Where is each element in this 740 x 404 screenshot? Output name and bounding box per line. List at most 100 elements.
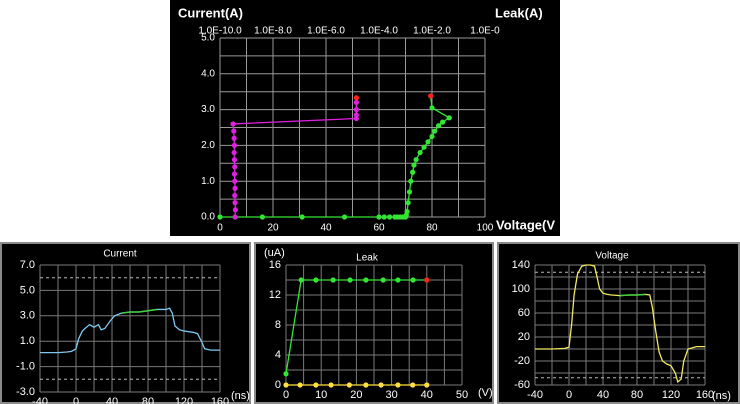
- data-point: [429, 133, 435, 140]
- panel-current: [0, 242, 251, 404]
- data-point: [408, 178, 414, 184]
- x-tick-label: 40: [421, 389, 433, 401]
- data-point: [230, 121, 236, 127]
- panel-voltage: [497, 242, 740, 404]
- x-tick-label: 0: [283, 389, 289, 401]
- data-point: [232, 178, 238, 184]
- y-tick-label: 5.0: [201, 33, 215, 44]
- y-tick-label: 12: [269, 289, 281, 301]
- x-tick-label: 30: [385, 389, 397, 401]
- data-point: [363, 382, 369, 388]
- y-tick-label: 100: [512, 283, 530, 295]
- data-point: [297, 382, 303, 388]
- x-tick-label: 80: [426, 223, 438, 234]
- y-tick-label: 1.0: [20, 335, 35, 347]
- x-tick-label: 80: [142, 396, 154, 404]
- data-point: [428, 93, 434, 99]
- x-tick-label: 50: [456, 389, 468, 401]
- y-tick-label: 5.0: [20, 284, 35, 296]
- y-axis-label: Current(A): [178, 5, 243, 20]
- data-point: [395, 277, 401, 283]
- x-tick-label: 160: [211, 396, 229, 404]
- data-point: [410, 277, 416, 283]
- data-point: [330, 277, 336, 283]
- data-point: [231, 149, 237, 156]
- data-point: [231, 171, 238, 177]
- data-point: [232, 192, 238, 199]
- x-axis-label: (V): [478, 387, 493, 399]
- data-point: [405, 200, 411, 206]
- x-tick-label: 120: [175, 396, 193, 404]
- data-point: [353, 107, 359, 113]
- x-tick-label: 0: [566, 389, 572, 401]
- data-point: [424, 277, 430, 283]
- data-point: [378, 382, 384, 388]
- x-axis-label: (ns): [712, 390, 731, 402]
- y-tick-label: 16: [269, 259, 281, 271]
- data-point: [353, 99, 359, 106]
- y-tick-label: 60: [518, 307, 530, 319]
- data-point: [232, 185, 238, 191]
- data-point: [232, 214, 238, 220]
- x-tick-label: 20: [350, 389, 362, 401]
- y-tick-label: 3.0: [201, 104, 215, 115]
- data-point: [231, 157, 238, 163]
- x-tick-label: 80: [631, 389, 643, 401]
- data-point: [232, 200, 238, 206]
- data-point: [313, 277, 319, 283]
- data-point: [446, 115, 452, 121]
- y-tick-label: 3.0: [20, 310, 35, 322]
- x-tick-label: 40: [106, 396, 118, 404]
- x2-tick-label: 1.0E-4.0: [360, 26, 398, 37]
- y-tick-label: 2.0: [201, 140, 215, 151]
- chart-title: Current: [103, 249, 137, 260]
- x2-tick-label: 1.0E-10.0: [198, 26, 242, 37]
- y-tick-label: 20: [518, 331, 530, 343]
- data-point: [411, 162, 417, 168]
- data-point: [259, 214, 265, 220]
- data-point: [440, 119, 446, 125]
- x-tick-label: 0: [73, 396, 79, 404]
- x-axis-label: (ns): [231, 390, 250, 402]
- y-tick-label: 140: [512, 259, 530, 271]
- y-tick-label: -3.0: [16, 386, 35, 398]
- data-point: [231, 135, 237, 141]
- y-tick-label: 7.0: [20, 259, 35, 271]
- data-point: [387, 214, 393, 220]
- data-point: [432, 128, 438, 134]
- data-point: [381, 214, 387, 220]
- data-point: [283, 382, 289, 388]
- data-point: [283, 371, 289, 377]
- x2-tick-label: 1.0E-8.0: [254, 26, 292, 37]
- data-point: [347, 277, 353, 283]
- x2-tick-label: 1.0E-0: [470, 26, 500, 37]
- highlight-line: [619, 293, 646, 297]
- data-point: [232, 207, 238, 213]
- data-point: [353, 112, 359, 118]
- data-point: [353, 115, 359, 122]
- chart-title: Voltage: [595, 251, 629, 262]
- highlight-line: [120, 308, 158, 315]
- x-tick-label: 20: [267, 223, 279, 234]
- data-point: [376, 214, 382, 220]
- data-point: [313, 382, 319, 388]
- data-point: [417, 149, 423, 156]
- x-tick-label: 100: [477, 223, 494, 234]
- x-tick-label: 0: [217, 223, 223, 234]
- y-tick-label: 4.0: [201, 68, 215, 79]
- data-point: [232, 164, 238, 170]
- y-tick-label: -1.0: [16, 361, 35, 373]
- data-point: [380, 277, 386, 283]
- x2-tick-label: 1.0E-2.0: [413, 26, 451, 37]
- x-tick-label: -40: [527, 389, 543, 401]
- data-point: [429, 105, 435, 111]
- data-point: [436, 123, 442, 129]
- data-point: [346, 382, 352, 388]
- data-point: [395, 382, 401, 388]
- data-point: [299, 214, 305, 220]
- data-point: [410, 169, 416, 175]
- data-point: [404, 209, 410, 215]
- data-point: [410, 382, 416, 388]
- x-tick-label: 40: [320, 223, 332, 234]
